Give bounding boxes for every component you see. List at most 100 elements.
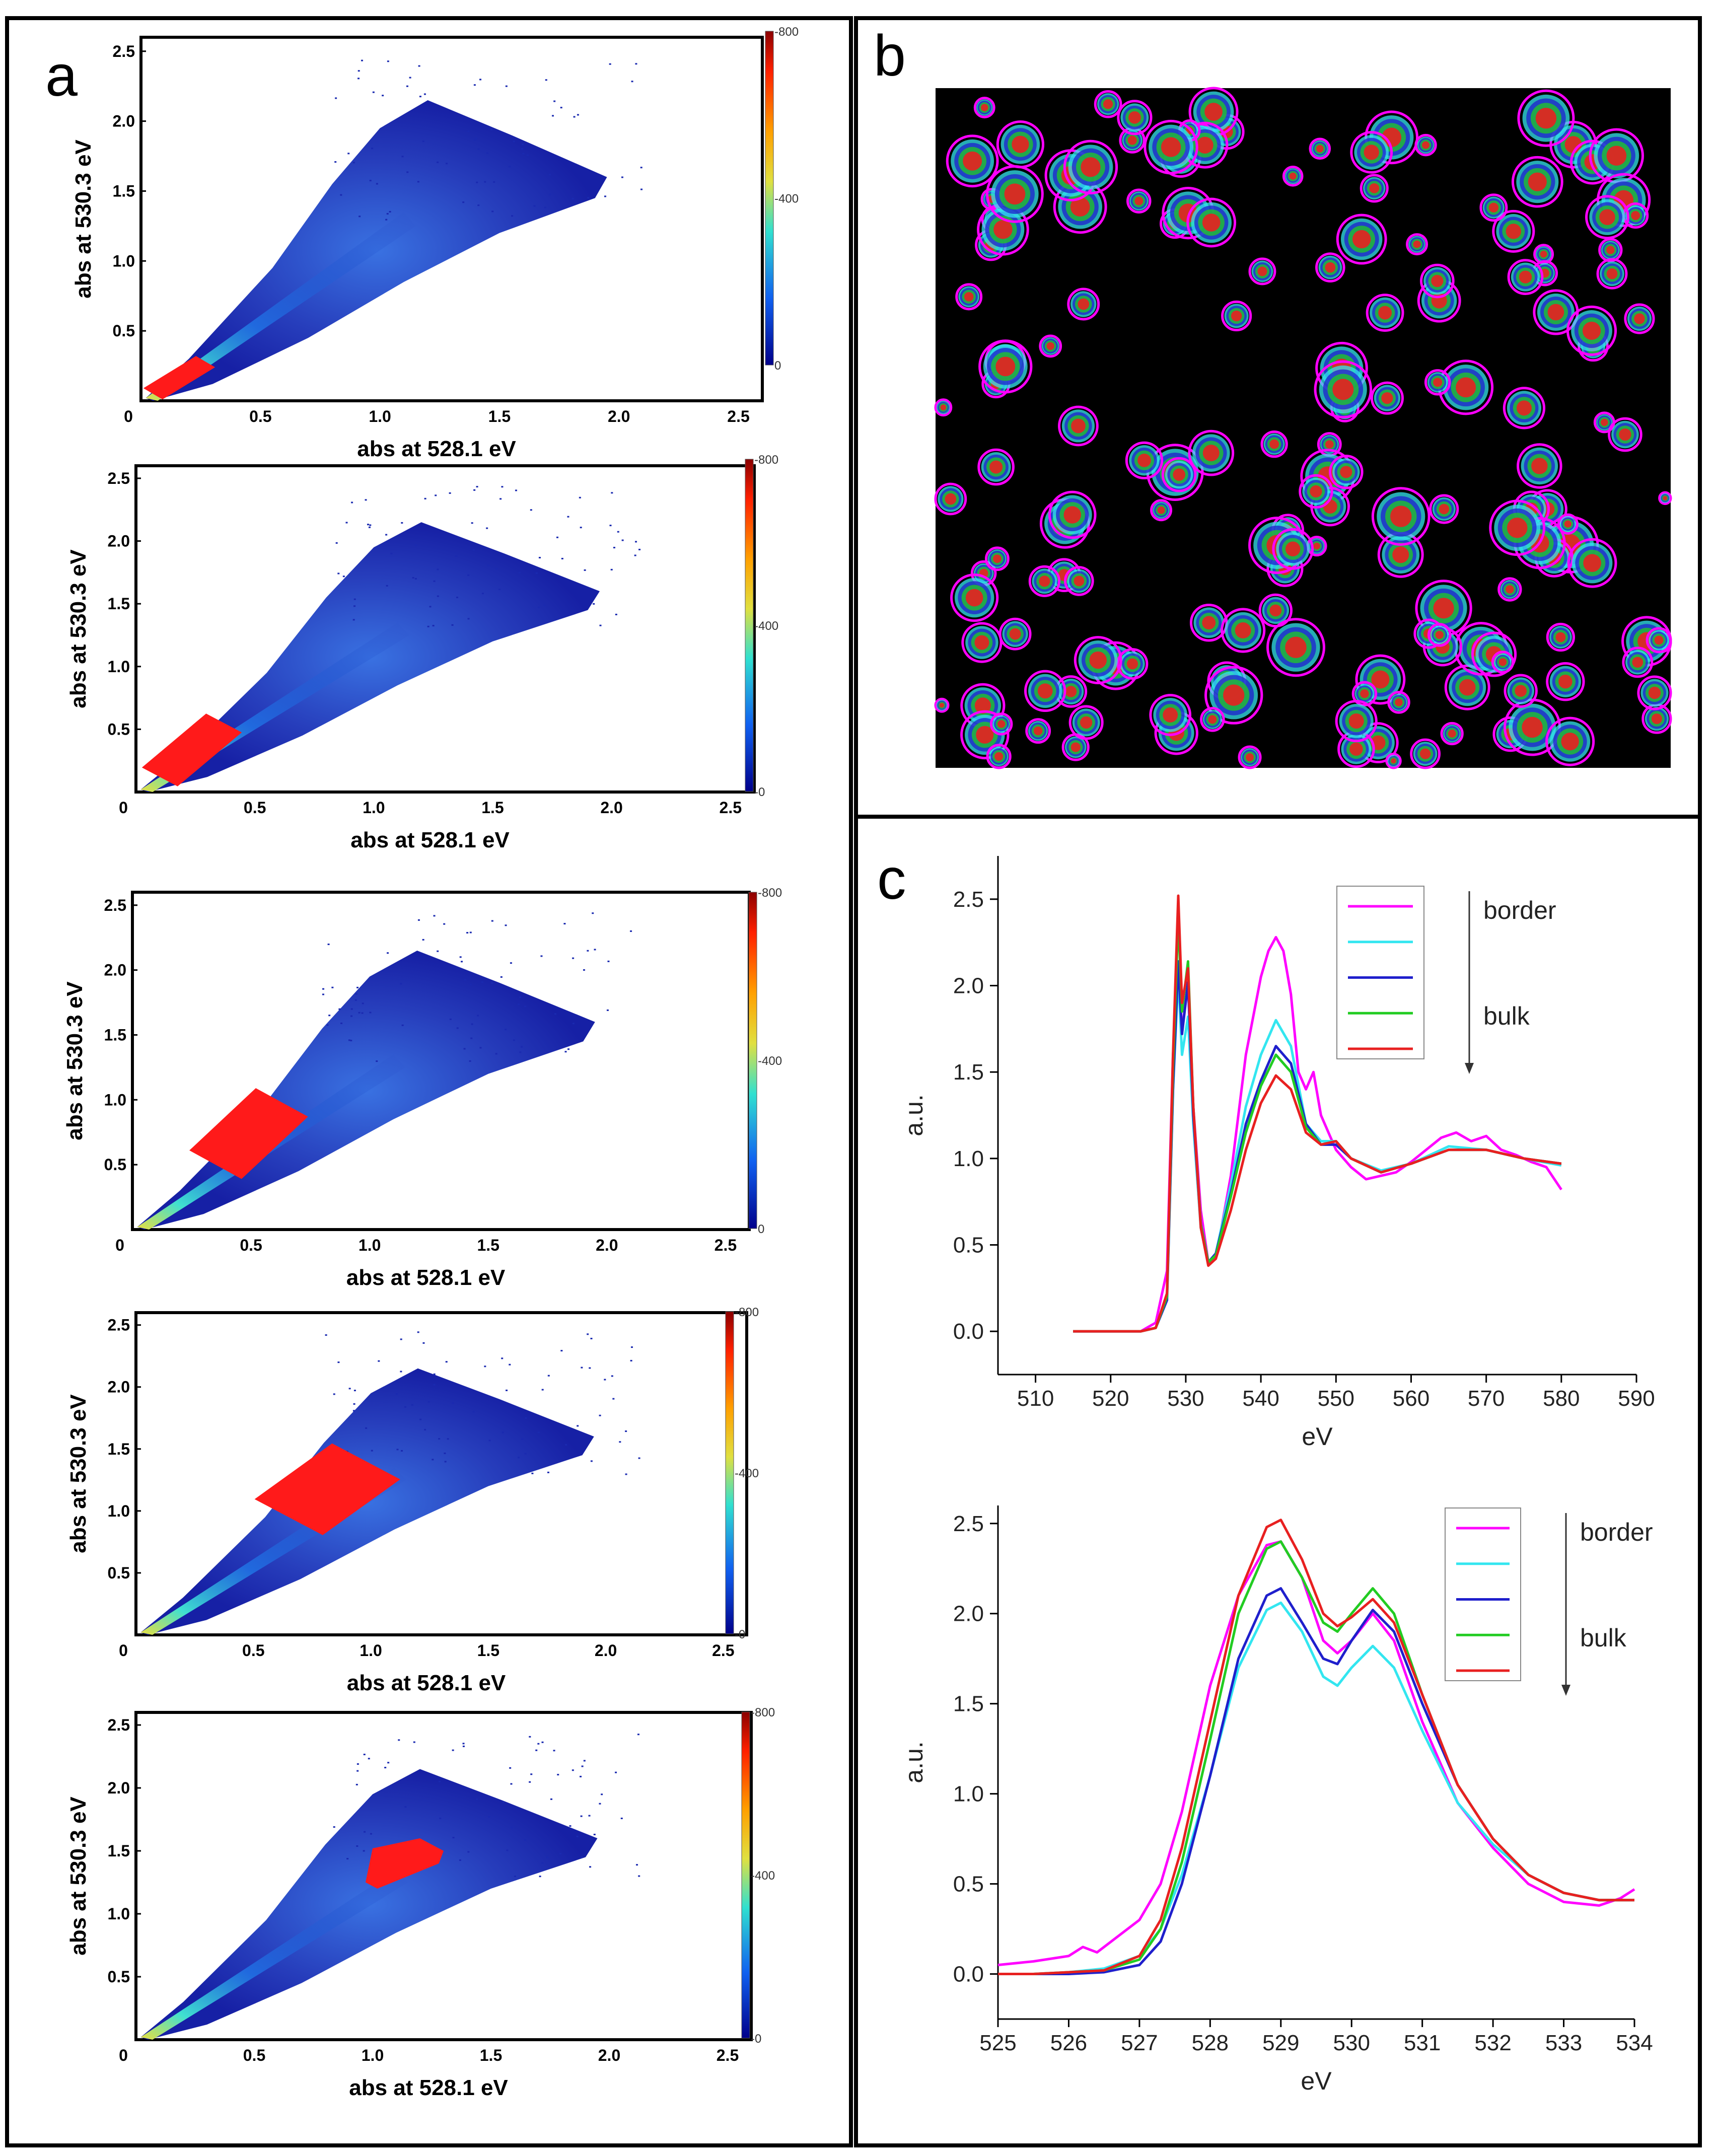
- particle: [1350, 131, 1393, 174]
- particle-layer: [1221, 300, 1252, 332]
- outlier-point: [611, 492, 613, 494]
- outlier-point: [470, 1037, 473, 1039]
- particle-layer: [1039, 576, 1050, 587]
- x-tick-label: 1.0: [363, 799, 385, 817]
- series-line-4: [998, 1540, 1634, 1976]
- particle-layer: [1269, 604, 1282, 617]
- outlier-point: [365, 1427, 368, 1429]
- particle-layer: [1429, 494, 1459, 524]
- outlier-point: [452, 1402, 454, 1404]
- particle: [1309, 137, 1331, 160]
- particle-layer: [1506, 585, 1514, 594]
- particle-layer: [1315, 252, 1345, 282]
- particle-layer: [1202, 445, 1220, 462]
- particle: [1248, 257, 1276, 285]
- particle: [1221, 300, 1252, 332]
- particle-layer: [1364, 145, 1379, 160]
- outlier-point: [368, 1758, 370, 1760]
- particle-layer: [1651, 713, 1662, 725]
- outlier-point: [529, 1781, 531, 1783]
- particle-layer: [1200, 707, 1225, 732]
- outlier-point: [322, 988, 325, 990]
- density-plot-3: 0 0.5 1.0 1.5 2.0 2.5 0.5 1.0 1.5 2.0 2.5 abs at 52…: [62, 886, 782, 1290]
- legend-label-bulk: bulk: [1580, 1624, 1627, 1652]
- particle: [1370, 381, 1404, 415]
- outlier-point: [588, 1815, 591, 1817]
- outlier-point: [472, 549, 475, 551]
- particle: [1149, 694, 1192, 736]
- particle-layer: [960, 710, 1010, 760]
- particle: [955, 283, 983, 311]
- outlier-point: [491, 982, 493, 984]
- particle-layer: [955, 283, 983, 311]
- particle-layer: [1503, 387, 1546, 429]
- selection-region: [141, 713, 242, 786]
- particle-layer: [1435, 630, 1444, 639]
- outlier-point: [541, 1389, 544, 1391]
- particle: [1567, 538, 1617, 588]
- outlier-point: [326, 1024, 329, 1026]
- particle-layer: [1064, 566, 1094, 596]
- outlier-point: [467, 574, 470, 576]
- particle-layer: [1116, 648, 1149, 680]
- y-tick-label: 2.0: [953, 974, 984, 998]
- data-cloud: [146, 59, 643, 401]
- colorbar-gradient: [741, 1711, 750, 2039]
- particle-layer: [1471, 631, 1517, 677]
- outlier-point: [467, 130, 470, 132]
- particle-layer: [1506, 224, 1522, 239]
- outlier-point: [518, 1457, 520, 1459]
- particle-layer: [1528, 172, 1547, 191]
- outlier-point: [549, 174, 551, 176]
- x-tick-label: 0.5: [244, 799, 266, 817]
- particle-layer: [934, 398, 953, 417]
- x-tick-label: 530: [1333, 2031, 1370, 2055]
- particle-layer: [1547, 304, 1564, 321]
- outlier-point: [435, 494, 437, 496]
- outlier-point: [359, 215, 361, 218]
- particle-layer: [1046, 342, 1054, 350]
- outlier-point: [462, 201, 465, 203]
- outlier-point: [347, 153, 350, 155]
- outlier-point: [364, 1831, 366, 1833]
- outlier-point: [479, 1047, 482, 1049]
- outlier-point: [376, 1060, 378, 1062]
- particle-layer: [1414, 133, 1437, 157]
- outlier-point: [462, 1743, 465, 1745]
- particle-layer: [1223, 684, 1245, 706]
- outlier-point: [355, 1783, 358, 1785]
- particle-layer: [1282, 166, 1304, 187]
- outlier-point: [400, 538, 402, 540]
- data-cloud: [140, 1734, 640, 2040]
- particle: [1546, 662, 1585, 701]
- outlier-point: [449, 1018, 452, 1020]
- particle: [1315, 252, 1345, 282]
- outlier-point: [583, 1760, 586, 1762]
- particle-layer: [1325, 262, 1336, 273]
- outlier-point: [530, 509, 532, 511]
- particle-layer: [1606, 146, 1627, 166]
- y-tick-label: 1.5: [108, 1440, 130, 1458]
- outlier-point: [544, 206, 546, 208]
- outlier-point: [418, 65, 420, 67]
- x-tick-label: 531: [1404, 2031, 1441, 2055]
- x-tick-label: 2.5: [717, 2046, 739, 2064]
- particle-layer: [1419, 748, 1431, 759]
- particle: [1414, 133, 1437, 157]
- particle: [1438, 360, 1494, 415]
- outlier-point: [499, 498, 502, 500]
- particle: [1068, 705, 1104, 740]
- outlier-point: [493, 181, 495, 183]
- x-tick-label: 2.5: [714, 1236, 737, 1254]
- outlier-point: [486, 152, 488, 154]
- x-tick-label: 2.5: [720, 799, 742, 817]
- outlier-point: [587, 950, 589, 952]
- particle-layer: [1309, 137, 1331, 160]
- particle-layer: [1598, 238, 1623, 262]
- outlier-point: [432, 1459, 434, 1461]
- particle: [1329, 455, 1364, 489]
- particle: [984, 546, 1010, 571]
- particle: [1039, 334, 1062, 358]
- particle-layer: [1033, 726, 1043, 736]
- outlier-point: [538, 557, 541, 559]
